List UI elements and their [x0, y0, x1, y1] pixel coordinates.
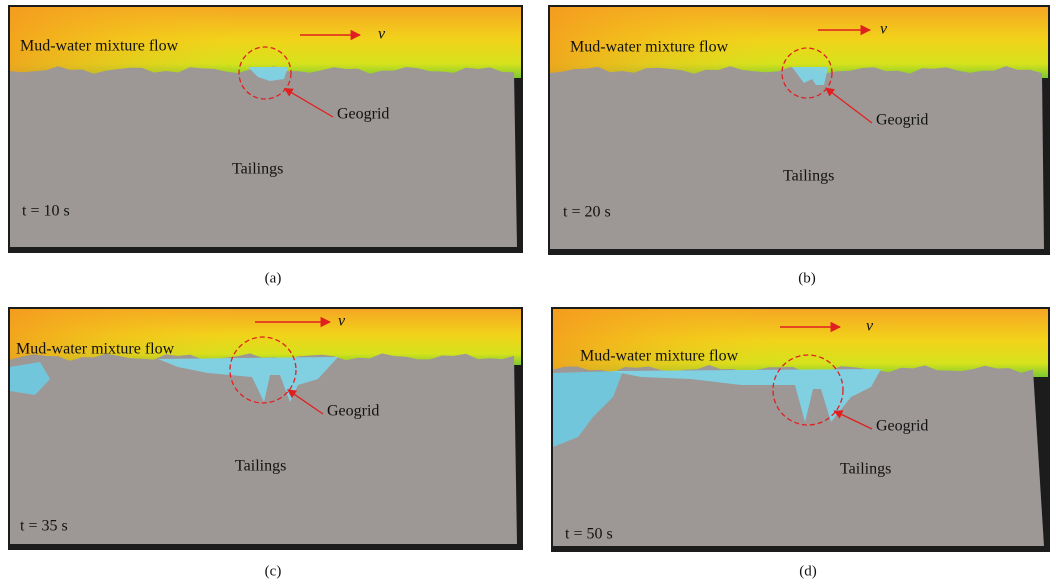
- velocity-label: v: [866, 318, 874, 335]
- time-label: t = 35 s: [20, 518, 68, 535]
- tailings-label: Tailings: [235, 458, 286, 475]
- page: {"panels": [ {"flow_label": "Mud-water m…: [0, 0, 1056, 588]
- panel-caption: (d): [799, 563, 817, 579]
- panel-caption: (b): [798, 270, 816, 286]
- tailings-region: [10, 66, 517, 247]
- time-label: t = 10 s: [22, 203, 70, 220]
- flow-label: Mud-water mixture flow: [570, 39, 729, 56]
- tailings-region: [550, 66, 1044, 249]
- panel: Mud-water mixture flow v Geogrid Tailings t …: [8, 5, 523, 253]
- panel-caption: (c): [265, 563, 282, 579]
- flow-label: Mud-water mixture flow: [16, 341, 175, 358]
- geogrid-label: Geogrid: [876, 112, 928, 129]
- flow-label: Mud-water mixture flow: [20, 38, 179, 55]
- velocity-label: v: [338, 313, 346, 330]
- velocity-label: v: [378, 26, 386, 43]
- panel: Mud-water mixture flow v Geogrid Tailings t …: [8, 307, 523, 550]
- flow-label: Mud-water mixture flow: [580, 348, 739, 365]
- tailings-label: Tailings: [783, 168, 834, 185]
- geogrid-label: Geogrid: [876, 418, 928, 435]
- tailings-label: Tailings: [232, 161, 283, 178]
- panel-caption: (a): [265, 270, 282, 286]
- tailings-label: Tailings: [840, 461, 891, 478]
- panel: Mud-water mixture flow v Geogrid Tailings t …: [551, 307, 1050, 552]
- flow-region-shade: [553, 309, 1048, 377]
- panel: Mud-water mixture flow v Geogrid Tailings t …: [548, 5, 1050, 255]
- time-label: t = 20 s: [563, 204, 611, 221]
- geogrid-label: Geogrid: [327, 403, 379, 420]
- velocity-label: v: [880, 21, 888, 38]
- figure: Mud-water mixture flow v Geogrid Tailings t …: [0, 0, 1056, 588]
- geogrid-label: Geogrid: [337, 106, 389, 123]
- time-label: t = 50 s: [565, 526, 613, 543]
